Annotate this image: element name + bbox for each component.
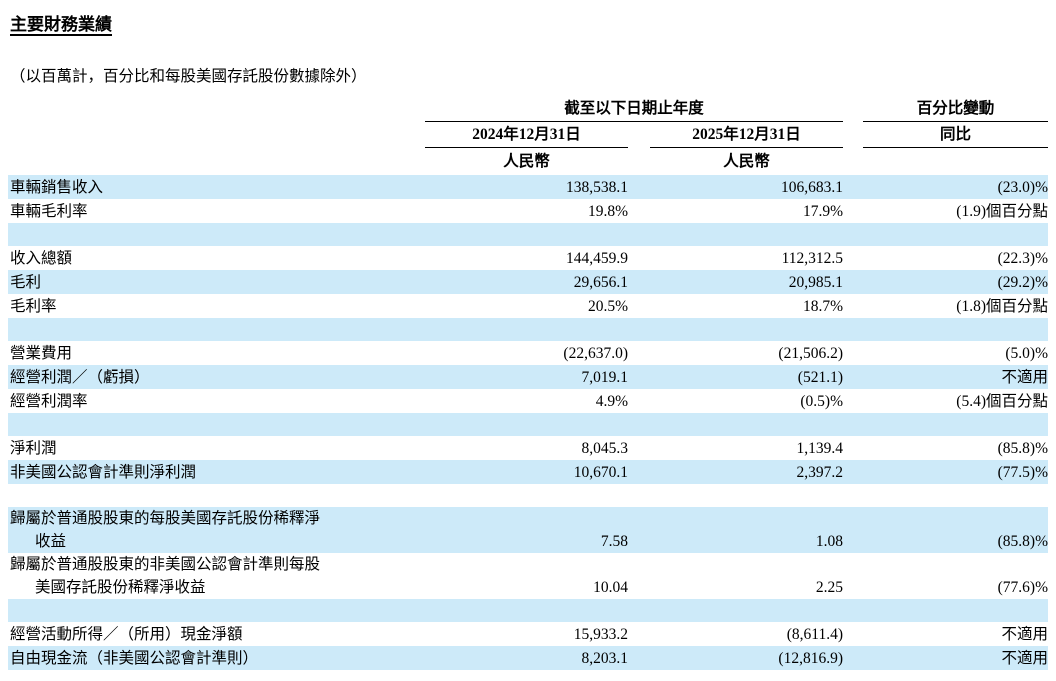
value-2024: 19.8% — [587, 203, 628, 220]
value-2025: 18.7% — [802, 298, 843, 315]
page-title: 主要財務業績 — [10, 15, 112, 34]
row-label: 車輛毛利率 — [10, 203, 88, 220]
table-row: 收入總額 144,459.9 112,312.5 (22.3)% — [8, 246, 1048, 270]
value-2025: 106,683.1 — [781, 179, 843, 196]
table-row: 經營利潤／（虧損） 7,019.1 (521.1) 不適用 — [8, 365, 1048, 389]
value-2024: 4.9% — [595, 393, 628, 410]
value-2024: 8,045.3 — [581, 440, 629, 457]
table-row: 毛利率 20.5% 18.7% (1.8)個百分點 — [8, 294, 1048, 318]
row-label: 經營活動所得／（所用）現金淨額 — [10, 626, 243, 643]
table-row: 經營利潤率 4.9% (0.5)% (5.4)個百分點 — [8, 389, 1048, 413]
column-header-yoy: 同比 — [863, 124, 1048, 148]
value-yoy-change: (5.0)% — [1005, 345, 1048, 362]
value-2025: 1.08 — [815, 533, 843, 550]
units-note: （以百萬計，百分比和每股美國存託股份數據除外） — [10, 68, 367, 85]
value-yoy-change: 不適用 — [1001, 626, 1048, 643]
row-label: 非美國公認會計準則淨利潤 — [10, 464, 197, 481]
value-2025: (12,816.9) — [778, 650, 843, 667]
currency-label-2025: 人民幣 — [723, 153, 770, 170]
table-row: 車輛毛利率 19.8% 17.9% (1.9)個百分點 — [8, 199, 1048, 223]
value-2025: (21,506.2) — [778, 345, 843, 362]
value-2024: 138,538.1 — [566, 179, 628, 196]
value-yoy-change: (1.9)個百分點 — [956, 203, 1048, 220]
value-yoy-change: (85.8)% — [997, 440, 1048, 457]
value-2025: 20,985.1 — [788, 274, 843, 291]
table-header-groups: 截至以下日期止年度 百分比變動 — [8, 98, 1048, 122]
table-row: 淨利潤 8,045.3 1,139.4 (85.8)% — [8, 436, 1048, 460]
value-2024: 10.04 — [593, 579, 628, 596]
row-label: 經營利潤／（虧損） — [10, 369, 150, 386]
blank-row — [8, 318, 1048, 341]
value-2025: 2,397.2 — [796, 464, 844, 481]
row-label: 毛利率 — [10, 298, 57, 315]
row-label: 營業費用 — [10, 345, 73, 362]
value-yoy-change: (1.8)個百分點 — [956, 298, 1048, 315]
value-2025: 1,139.4 — [796, 440, 844, 457]
value-2025: (0.5)% — [800, 393, 843, 410]
currency-label-2024: 人民幣 — [503, 153, 550, 170]
value-yoy-change: (77.6)% — [997, 579, 1048, 596]
value-2025: 112,312.5 — [781, 250, 843, 267]
row-label: 毛利 — [10, 274, 42, 291]
table-row: 車輛銷售收入 138,538.1 106,683.1 (23.0)% — [8, 175, 1048, 199]
value-2024: 10,670.1 — [573, 464, 628, 481]
row-label: 車輛銷售收入 — [10, 179, 104, 196]
row-label: 經營利潤率 — [10, 393, 88, 410]
row-label: 歸屬於普通股股東的每股美國存託股份稀釋淨 收益 — [10, 510, 321, 550]
value-yoy-change: 不適用 — [1001, 369, 1048, 386]
currency-label-empty — [863, 172, 1048, 173]
value-2025: 2.25 — [815, 579, 843, 596]
value-yoy-change: (85.8)% — [997, 533, 1048, 550]
value-2024: 7.58 — [600, 533, 628, 550]
value-2024: 15,933.2 — [573, 626, 628, 643]
row-label: 收入總額 — [10, 250, 73, 267]
blank-row — [8, 413, 1048, 436]
value-2025: (521.1) — [797, 369, 843, 386]
value-yoy-change: (29.2)% — [997, 274, 1048, 291]
row-label: 淨利潤 — [10, 440, 57, 457]
value-2025: 17.9% — [802, 203, 843, 220]
column-group-percentage-change: 百分比變動 — [863, 98, 1048, 122]
row-label: 歸屬於普通股股東的非美國公認會計準則每股 美國存託股份稀釋淨收益 — [10, 556, 321, 596]
value-yoy-change: (23.0)% — [997, 179, 1048, 196]
value-2024: (22,637.0) — [563, 345, 628, 362]
value-yoy-change: (22.3)% — [997, 250, 1048, 267]
table-row: 非美國公認會計準則淨利潤 10,670.1 2,397.2 (77.5)% — [8, 460, 1048, 484]
financial-table: 截至以下日期止年度 百分比變動 2024年12月31日 2025年12月31日 … — [8, 98, 1048, 670]
value-2025: (8,611.4) — [786, 626, 843, 643]
table-row: 自由現金流（非美國公認會計準則） 8,203.1 (12,816.9) 不適用 — [8, 646, 1048, 670]
value-2024: 29,656.1 — [573, 274, 628, 291]
table-row: 歸屬於普通股股東的每股美國存託股份稀釋淨 收益 7.58 1.08 (85.8)% — [8, 507, 1048, 553]
blank-row — [8, 484, 1048, 507]
column-header-2024: 2024年12月31日 — [425, 124, 628, 148]
value-yoy-change: (77.5)% — [997, 464, 1048, 481]
table-header-currency: 人民幣 人民幣 — [8, 150, 1048, 173]
column-group-period: 截至以下日期止年度 — [425, 98, 843, 122]
value-yoy-change: (5.4)個百分點 — [956, 393, 1048, 410]
table-body: 車輛銷售收入 138,538.1 106,683.1 (23.0)% 車輛毛利率 19.8… — [8, 175, 1048, 670]
blank-row — [8, 223, 1048, 246]
value-yoy-change: 不適用 — [1001, 650, 1048, 667]
value-2024: 7,019.1 — [581, 369, 629, 386]
table-row: 營業費用 (22,637.0) (21,506.2) (5.0)% — [8, 341, 1048, 365]
value-2024: 144,459.9 — [566, 250, 628, 267]
column-header-2025: 2025年12月31日 — [650, 124, 843, 148]
table-header-periods: 2024年12月31日 2025年12月31日 同比 — [8, 124, 1048, 148]
table-row: 歸屬於普通股股東的非美國公認會計準則每股 美國存託股份稀釋淨收益 10.04 2.25… — [8, 553, 1048, 599]
value-2024: 8,203.1 — [581, 650, 629, 667]
value-2024: 20.5% — [587, 298, 628, 315]
blank-row — [8, 599, 1048, 622]
table-row: 毛利 29,656.1 20,985.1 (29.2)% — [8, 270, 1048, 294]
table-row: 經營活動所得／（所用）現金淨額 15,933.2 (8,611.4) 不適用 — [8, 622, 1048, 646]
row-label: 自由現金流（非美國公認會計準則） — [10, 650, 259, 667]
